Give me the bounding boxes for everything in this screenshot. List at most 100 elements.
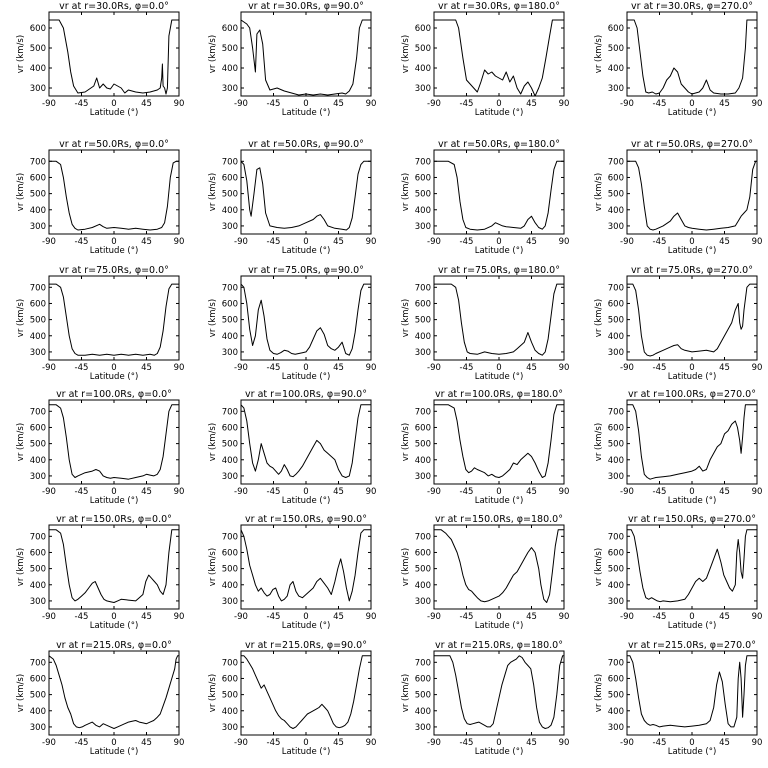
- chart-title: vr at r=150.0Rs, φ=0.0°: [56, 514, 172, 525]
- x-tick-label: 0: [303, 363, 308, 373]
- y-axis-label: vr (km/s): [16, 35, 26, 73]
- chart-panel: vr at r=75.0Rs, φ=90.0° -90 -45 0 45 90 300 400…: [208, 265, 376, 382]
- y-axis-label: vr (km/s): [401, 548, 411, 586]
- chart-title: vr at r=50.0Rs, φ=180.0°: [438, 139, 560, 150]
- x-tick-label: -45: [75, 487, 89, 497]
- chart-panel: vr at r=150.0Rs, φ=0.0° -90 -45 0 45 90 300 400…: [16, 514, 184, 631]
- series-line: [49, 529, 179, 603]
- x-tick-label: 90: [366, 612, 377, 622]
- y-axis-label: vr (km/s): [594, 299, 604, 337]
- x-axis-label: Latitude (°): [282, 372, 331, 382]
- y-tick-label: 400: [30, 332, 46, 342]
- y-tick-label: 500: [30, 190, 46, 200]
- chart-panel: vr at r=50.0Rs, φ=0.0° -90 -45 0 45 90 300 400 5…: [16, 139, 184, 256]
- x-tick-label: -45: [460, 487, 474, 497]
- x-tick-label: 45: [719, 738, 730, 748]
- x-tick-label: -45: [267, 99, 281, 109]
- y-tick-label: 400: [415, 332, 431, 342]
- y-tick-label: 500: [608, 565, 624, 575]
- plot-frame: [433, 275, 565, 361]
- y-tick-label: 500: [30, 691, 46, 701]
- x-tick-label: 45: [719, 99, 730, 109]
- x-axis-label: Latitude (°): [668, 372, 717, 382]
- x-tick-label: 0: [496, 363, 501, 373]
- x-tick-label: -45: [75, 612, 89, 622]
- x-tick-label: -45: [460, 738, 474, 748]
- x-tick-label: -90: [42, 237, 56, 247]
- x-tick-label: 45: [333, 363, 344, 373]
- chart-panel: vr at r=50.0Rs, φ=270.0° -90 -45 0 45 90 300 40…: [594, 139, 762, 256]
- x-tick-label: -90: [427, 363, 441, 373]
- series-line: [627, 283, 757, 357]
- x-tick-label: -90: [42, 738, 56, 748]
- y-tick-label: 600: [222, 548, 238, 558]
- y-tick-label: 700: [608, 532, 624, 542]
- y-tick-label: 400: [222, 332, 238, 342]
- y-tick-label: 400: [30, 707, 46, 717]
- x-tick-label: -45: [267, 363, 281, 373]
- x-tick-label: 45: [141, 237, 152, 247]
- y-tick-label: 400: [30, 64, 46, 74]
- y-tick-label: 600: [30, 173, 46, 183]
- chart-title: vr at r=75.0Rs, φ=180.0°: [438, 265, 560, 276]
- y-tick-label: 600: [415, 423, 431, 433]
- x-tick-label: -90: [427, 612, 441, 622]
- x-tick-label: -45: [267, 487, 281, 497]
- y-axis-label: vr (km/s): [16, 173, 26, 211]
- chart-panel: vr at r=100.0Rs, φ=270.0° -90 -45 0 45 90 300 4…: [594, 389, 762, 506]
- y-tick-label: 600: [415, 24, 431, 34]
- x-tick-label: 90: [174, 363, 185, 373]
- chart-panel: vr at r=215.0Rs, φ=270.0° -90 -45 0 45 90 300 4…: [594, 640, 762, 757]
- y-axis-label: vr (km/s): [16, 674, 26, 712]
- y-tick-label: 500: [30, 565, 46, 575]
- x-tick-label: -90: [620, 487, 634, 497]
- chart-title: vr at r=150.0Rs, φ=270.0°: [628, 514, 756, 525]
- plot-frame: [433, 11, 565, 97]
- x-tick-label: 90: [559, 237, 570, 247]
- x-tick-label: 90: [366, 99, 377, 109]
- y-tick-label: 700: [415, 283, 431, 293]
- y-tick-label: 400: [608, 64, 624, 74]
- x-tick-label: -90: [42, 612, 56, 622]
- series-line: [434, 404, 564, 478]
- y-axis-label: vr (km/s): [594, 35, 604, 73]
- x-tick-label: -45: [653, 99, 667, 109]
- chart-panel: vr at r=75.0Rs, φ=180.0° -90 -45 0 45 90 300 40…: [401, 265, 569, 382]
- y-tick-label: 700: [222, 283, 238, 293]
- x-axis-label: Latitude (°): [90, 246, 139, 256]
- y-tick-label: 500: [415, 316, 431, 326]
- y-tick-label: 700: [608, 407, 624, 417]
- y-tick-label: 300: [222, 597, 238, 607]
- x-tick-label: -90: [234, 99, 248, 109]
- y-tick-label: 300: [608, 597, 624, 607]
- y-axis-label: vr (km/s): [401, 35, 411, 73]
- x-tick-label: 90: [559, 99, 570, 109]
- y-tick-label: 600: [608, 173, 624, 183]
- x-axis-label: Latitude (°): [90, 496, 139, 506]
- chart-panel: vr at r=150.0Rs, φ=90.0° -90 -45 0 45 90 300 40…: [208, 514, 376, 631]
- y-tick-label: 700: [222, 157, 238, 167]
- y-tick-label: 700: [415, 407, 431, 417]
- x-tick-label: -90: [427, 99, 441, 109]
- y-tick-label: 600: [415, 548, 431, 558]
- x-tick-label: 90: [559, 738, 570, 748]
- y-axis-label: vr (km/s): [208, 674, 218, 712]
- series-line: [240, 283, 371, 356]
- y-axis-label: vr (km/s): [594, 674, 604, 712]
- x-tick-label: 0: [111, 487, 116, 497]
- plot-frame: [240, 399, 372, 485]
- chart-panel: vr at r=30.0Rs, φ=90.0° -90 -45 0 45 90 300 400…: [208, 1, 376, 118]
- chart-panel: vr at r=30.0Rs, φ=180.0° -90 -45 0 45 90 300 40…: [401, 1, 569, 118]
- x-tick-label: -90: [427, 237, 441, 247]
- y-tick-label: 500: [222, 565, 238, 575]
- y-tick-label: 500: [415, 565, 431, 575]
- y-tick-label: 700: [30, 407, 46, 417]
- x-axis-label: Latitude (°): [282, 621, 331, 631]
- y-tick-label: 400: [608, 456, 624, 466]
- series-line: [627, 404, 757, 480]
- y-tick-label: 500: [222, 691, 238, 701]
- chart-title: vr at r=50.0Rs, φ=270.0°: [631, 139, 753, 150]
- chart-panel: vr at r=215.0Rs, φ=90.0° -90 -45 0 45 90 300 40…: [208, 640, 376, 757]
- plot-frame: [626, 524, 758, 610]
- y-tick-label: 300: [608, 84, 624, 94]
